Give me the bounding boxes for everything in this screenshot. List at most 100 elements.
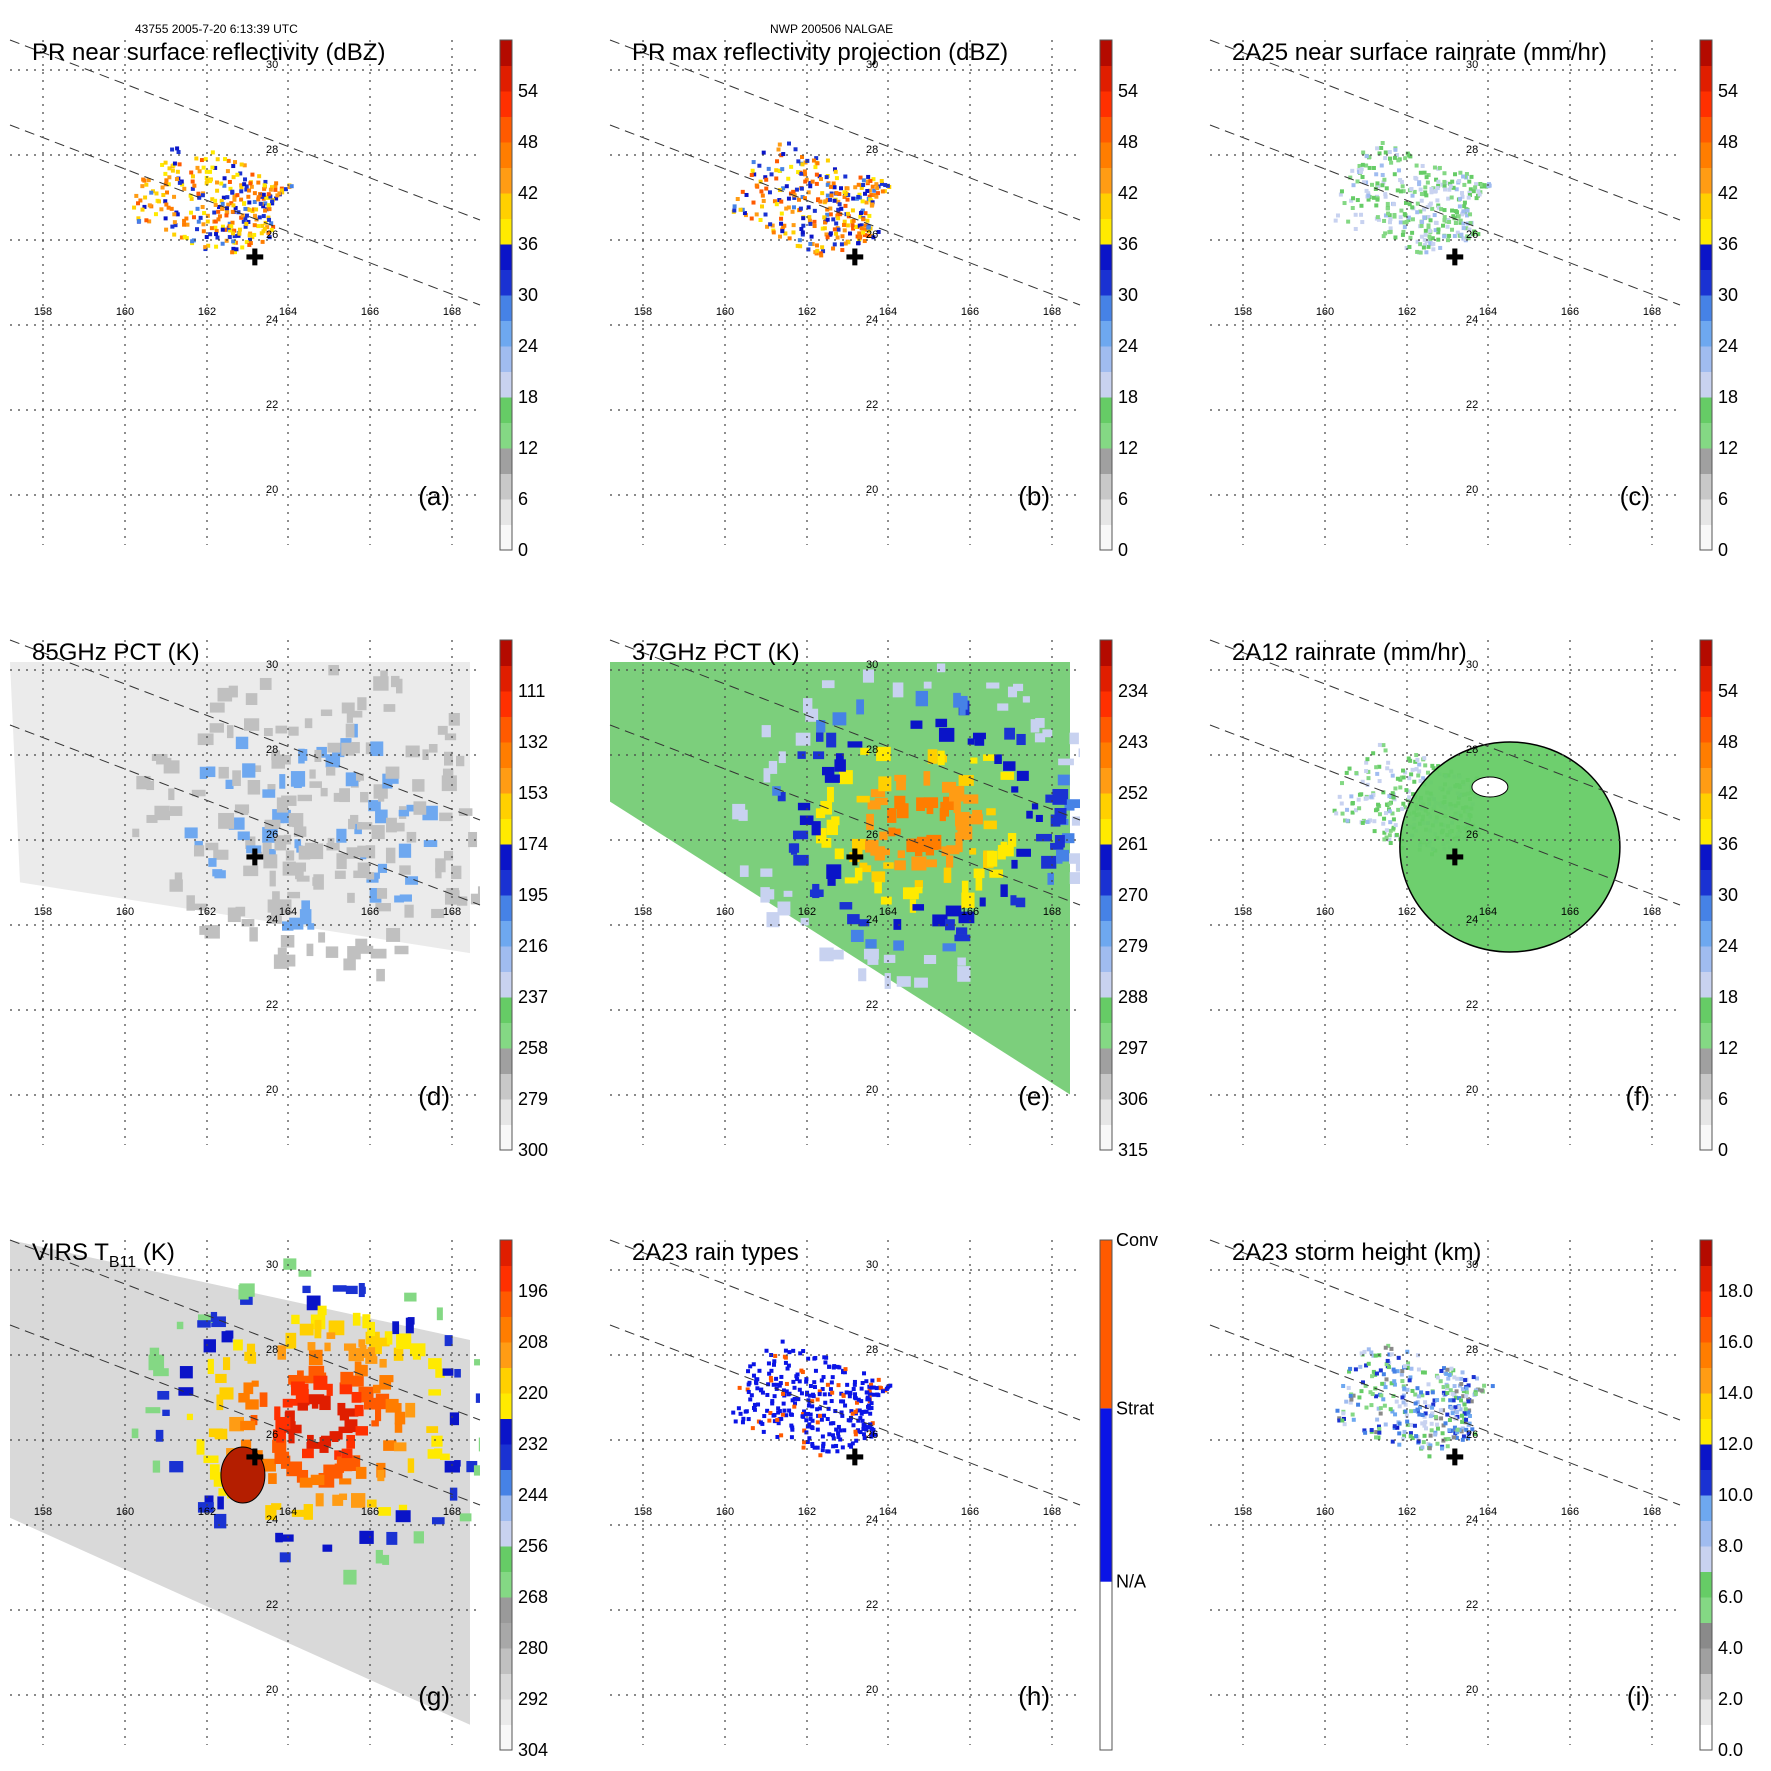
field-cell <box>846 192 851 197</box>
field-cell <box>1388 1407 1393 1412</box>
field-cell <box>1364 796 1369 801</box>
field-cell <box>1366 1361 1371 1366</box>
field-cell <box>1425 770 1430 775</box>
field-cell <box>1403 156 1408 161</box>
colorbar-segment <box>1100 716 1112 743</box>
colorbar-segment <box>500 65 512 92</box>
field-cell <box>282 921 294 931</box>
field-cell <box>243 177 248 182</box>
field-cell <box>847 914 860 925</box>
field-cell <box>179 1366 193 1379</box>
field-cell <box>427 1449 441 1459</box>
field-cell <box>1454 1410 1459 1415</box>
field-cell <box>1467 1414 1472 1419</box>
field-cell <box>820 245 825 250</box>
field-cell <box>847 741 863 748</box>
field-cell <box>304 718 313 729</box>
latitude-tick-label: 30 <box>1466 659 1478 671</box>
field-cell <box>1461 1389 1466 1394</box>
field-cell <box>862 1436 867 1441</box>
field-cell <box>383 704 396 712</box>
field-cell <box>791 189 796 194</box>
field-cell <box>375 1408 382 1422</box>
field-cell <box>863 191 868 196</box>
panel-title: VIRS TB11 (K) <box>32 1239 175 1271</box>
latitude-tick-label: 20 <box>866 484 878 496</box>
field-cell <box>956 927 968 935</box>
field-cell <box>974 733 985 746</box>
field-cell <box>800 155 805 160</box>
field-cell <box>832 227 837 232</box>
field-cell <box>1473 1432 1478 1437</box>
field-cell <box>851 838 868 850</box>
field-cell <box>394 945 409 955</box>
field-cell <box>369 888 382 903</box>
field-cell <box>1056 849 1070 862</box>
panel-title: 2A12 rainrate (mm/hr) <box>1232 639 1467 666</box>
field-cell <box>232 195 237 200</box>
field-cell <box>1364 1405 1369 1410</box>
field-cell <box>957 966 971 982</box>
field-cell <box>185 222 190 227</box>
field-cell <box>175 146 180 151</box>
field-cell <box>869 1382 874 1387</box>
field-cell <box>1392 155 1397 160</box>
field-cell <box>1398 220 1403 225</box>
colorbar-segment <box>500 1469 512 1496</box>
colorbar-segment <box>500 1724 512 1751</box>
colorbar-segment <box>500 524 512 551</box>
field-cell <box>832 712 847 726</box>
field-cell <box>257 174 262 179</box>
field-cell <box>837 202 842 207</box>
field-cell <box>256 195 261 200</box>
field-cell <box>809 234 814 239</box>
field-cell <box>839 1391 844 1396</box>
field-cell <box>392 1321 400 1335</box>
field-cell <box>246 845 262 854</box>
field-cell <box>856 795 870 803</box>
storm-center-marker: ✚ <box>1446 245 1464 270</box>
field-cell <box>859 226 864 231</box>
field-cell <box>428 1358 442 1370</box>
panel-label: (f) <box>1625 1081 1650 1111</box>
field-cell <box>1011 786 1019 793</box>
longitude-tick-label: 160 <box>1316 1506 1334 1518</box>
field-cell <box>338 1426 353 1434</box>
field-cell <box>865 1425 870 1430</box>
field-cell <box>1471 189 1476 194</box>
field-cell <box>1459 1382 1464 1387</box>
latitude-tick-label: 30 <box>866 1259 878 1271</box>
field-cell <box>240 807 249 816</box>
field-cell <box>209 702 225 713</box>
field-cell <box>355 938 368 948</box>
field-cell <box>267 207 272 212</box>
field-cell <box>1459 1429 1464 1434</box>
field-cell <box>273 187 278 192</box>
field-cell <box>801 216 806 221</box>
field-cell <box>1339 189 1344 194</box>
field-cell <box>302 1448 314 1459</box>
figure-header-orbit: 43755 2005-7-20 6:13:39 UTC <box>135 22 298 36</box>
field-cell <box>378 1507 391 1516</box>
latitude-tick-label: 20 <box>266 1084 278 1096</box>
field-cell <box>372 1384 381 1394</box>
field-cell <box>379 1375 394 1383</box>
field-cell <box>753 1402 758 1407</box>
field-cell <box>244 718 260 731</box>
field-cell <box>236 233 241 238</box>
field-cell <box>772 1419 777 1424</box>
field-cell <box>800 917 809 926</box>
field-cell <box>1451 1398 1456 1403</box>
field-cell <box>172 232 177 237</box>
field-cell <box>1381 790 1386 795</box>
field-cell <box>831 1433 836 1438</box>
panel-title: PR max reflectivity projection (dBZ) <box>632 39 1008 66</box>
latitude-tick-label: 24 <box>266 314 278 326</box>
field-cell <box>789 1423 794 1428</box>
field-cell <box>339 1478 352 1485</box>
field-cell <box>339 788 350 803</box>
field-cell <box>1349 1397 1354 1402</box>
field-cell <box>749 172 754 177</box>
field-cell <box>246 194 251 199</box>
latitude-tick-label: 20 <box>1466 484 1478 496</box>
